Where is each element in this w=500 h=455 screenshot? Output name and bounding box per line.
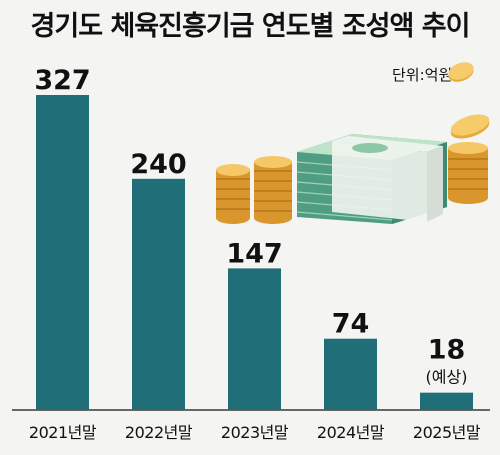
unit-label: 단위:억원 [392, 66, 453, 84]
bar-2022년말 [132, 178, 185, 410]
bar-2021년말 [36, 95, 89, 410]
bar-2025년말 [420, 392, 473, 410]
value-label: 74 [332, 309, 370, 340]
x-tick-label: 2021년말 [29, 423, 97, 442]
value-label: 240 [130, 149, 186, 180]
x-tick-label: 2023년말 [221, 423, 289, 442]
value-label: 327 [34, 65, 90, 96]
x-tick-label: 2025년말 [413, 423, 481, 442]
bar-2023년말 [228, 268, 281, 410]
value-note: (예상) [426, 368, 468, 387]
value-label: 18 [428, 335, 466, 366]
coin-icon [448, 62, 474, 82]
bar-2024년말 [324, 338, 377, 410]
x-tick-label: 2024년말 [317, 423, 385, 442]
x-tick-label: 2022년말 [125, 423, 193, 442]
chart-title: 경기도 체육진흥기금 연도별 조성액 추이 [30, 11, 471, 42]
value-label: 147 [226, 238, 282, 269]
money-stack-and-coins-icon [216, 114, 490, 224]
